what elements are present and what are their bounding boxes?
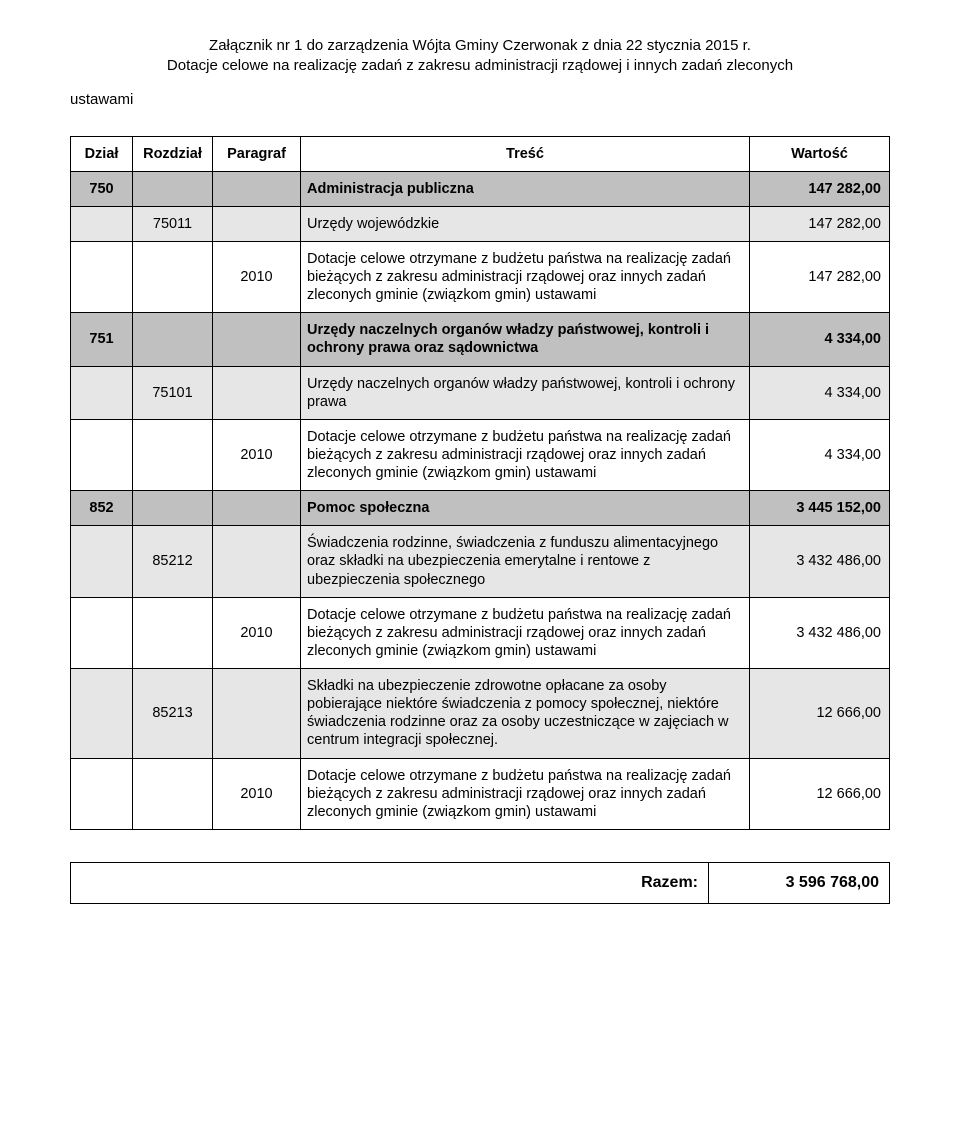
cell-rozdzial xyxy=(133,241,213,312)
cell-dzial: 750 xyxy=(71,171,133,206)
cell-rozdzial xyxy=(133,491,213,526)
cell-wartosc: 147 282,00 xyxy=(750,171,890,206)
cell-paragraf xyxy=(213,526,301,597)
table-body: 750 Administracja publiczna 147 282,00 7… xyxy=(71,171,890,829)
cell-tresc: Dotacje celowe otrzymane z budżetu państ… xyxy=(301,597,750,668)
table-row: 75011 Urzędy wojewódzkie 147 282,00 xyxy=(71,206,890,241)
col-tresc: Treść xyxy=(301,136,750,171)
main-table: Dział Rozdział Paragraf Treść Wartość 75… xyxy=(70,136,890,830)
cell-tresc: Dotacje celowe otrzymane z budżetu państ… xyxy=(301,241,750,312)
cell-dzial xyxy=(71,241,133,312)
cell-tresc: Dotacje celowe otrzymane z budżetu państ… xyxy=(301,758,750,829)
table-row: 2010 Dotacje celowe otrzymane z budżetu … xyxy=(71,758,890,829)
cell-paragraf xyxy=(213,313,301,366)
cell-rozdzial xyxy=(133,597,213,668)
cell-rozdzial: 85212 xyxy=(133,526,213,597)
cell-rozdzial xyxy=(133,171,213,206)
cell-rozdzial: 75011 xyxy=(133,206,213,241)
cell-paragraf xyxy=(213,171,301,206)
cell-tresc: Urzędy wojewódzkie xyxy=(301,206,750,241)
cell-wartosc: 3 445 152,00 xyxy=(750,491,890,526)
cell-wartosc: 3 432 486,00 xyxy=(750,597,890,668)
cell-rozdzial xyxy=(133,758,213,829)
cell-paragraf xyxy=(213,206,301,241)
col-rozdzial: Rozdział xyxy=(133,136,213,171)
page: Załącznik nr 1 do zarządzenia Wójta Gmin… xyxy=(0,0,960,944)
table-row: 2010 Dotacje celowe otrzymane z budżetu … xyxy=(71,597,890,668)
cell-tresc: Dotacje celowe otrzymane z budżetu państ… xyxy=(301,419,750,490)
title-block: Załącznik nr 1 do zarządzenia Wójta Gmin… xyxy=(70,36,890,77)
cell-dzial xyxy=(71,597,133,668)
cell-tresc: Urzędy naczelnych organów władzy państwo… xyxy=(301,313,750,366)
table-row: 751 Urzędy naczelnych organów władzy pań… xyxy=(71,313,890,366)
cell-dzial xyxy=(71,669,133,759)
title-line-3: ustawami xyxy=(70,91,890,108)
cell-paragraf: 2010 xyxy=(213,758,301,829)
cell-paragraf xyxy=(213,491,301,526)
cell-paragraf: 2010 xyxy=(213,597,301,668)
cell-dzial xyxy=(71,419,133,490)
summary-value: 3 596 768,00 xyxy=(709,862,890,903)
col-paragraf: Paragraf xyxy=(213,136,301,171)
cell-dzial: 751 xyxy=(71,313,133,366)
table-row: 85213 Składki na ubezpieczenie zdrowotne… xyxy=(71,669,890,759)
table-header-row: Dział Rozdział Paragraf Treść Wartość xyxy=(71,136,890,171)
cell-wartosc: 4 334,00 xyxy=(750,419,890,490)
cell-paragraf xyxy=(213,669,301,759)
cell-wartosc: 4 334,00 xyxy=(750,313,890,366)
cell-rozdzial: 85213 xyxy=(133,669,213,759)
cell-paragraf: 2010 xyxy=(213,241,301,312)
cell-paragraf xyxy=(213,366,301,419)
cell-tresc: Pomoc społeczna xyxy=(301,491,750,526)
cell-dzial xyxy=(71,758,133,829)
col-wartosc: Wartość xyxy=(750,136,890,171)
table-row: 2010 Dotacje celowe otrzymane z budżetu … xyxy=(71,419,890,490)
table-row: 852 Pomoc społeczna 3 445 152,00 xyxy=(71,491,890,526)
summary-table: Razem: 3 596 768,00 xyxy=(70,862,890,904)
attachment-line: Załącznik nr 1 do zarządzenia Wójta Gmin… xyxy=(70,36,890,56)
cell-rozdzial: 75101 xyxy=(133,366,213,419)
cell-rozdzial xyxy=(133,313,213,366)
col-dzial: Dział xyxy=(71,136,133,171)
cell-paragraf: 2010 xyxy=(213,419,301,490)
summary-row: Razem: 3 596 768,00 xyxy=(71,862,890,903)
cell-rozdzial xyxy=(133,419,213,490)
table-row: 2010 Dotacje celowe otrzymane z budżetu … xyxy=(71,241,890,312)
cell-dzial xyxy=(71,526,133,597)
cell-tresc: Składki na ubezpieczenie zdrowotne opłac… xyxy=(301,669,750,759)
cell-wartosc: 4 334,00 xyxy=(750,366,890,419)
cell-wartosc: 147 282,00 xyxy=(750,241,890,312)
table-row: 75101 Urzędy naczelnych organów władzy p… xyxy=(71,366,890,419)
cell-dzial xyxy=(71,206,133,241)
cell-dzial: 852 xyxy=(71,491,133,526)
cell-tresc: Świadczenia rodzinne, świadczenia z fund… xyxy=(301,526,750,597)
cell-wartosc: 147 282,00 xyxy=(750,206,890,241)
cell-wartosc: 12 666,00 xyxy=(750,758,890,829)
cell-tresc: Urzędy naczelnych organów władzy państwo… xyxy=(301,366,750,419)
cell-tresc: Administracja publiczna xyxy=(301,171,750,206)
title-line-2: Dotacje celowe na realizację zadań z zak… xyxy=(70,56,890,76)
cell-wartosc: 12 666,00 xyxy=(750,669,890,759)
table-row: 750 Administracja publiczna 147 282,00 xyxy=(71,171,890,206)
table-row: 85212 Świadczenia rodzinne, świadczenia … xyxy=(71,526,890,597)
summary-label: Razem: xyxy=(71,862,709,903)
cell-dzial xyxy=(71,366,133,419)
cell-wartosc: 3 432 486,00 xyxy=(750,526,890,597)
